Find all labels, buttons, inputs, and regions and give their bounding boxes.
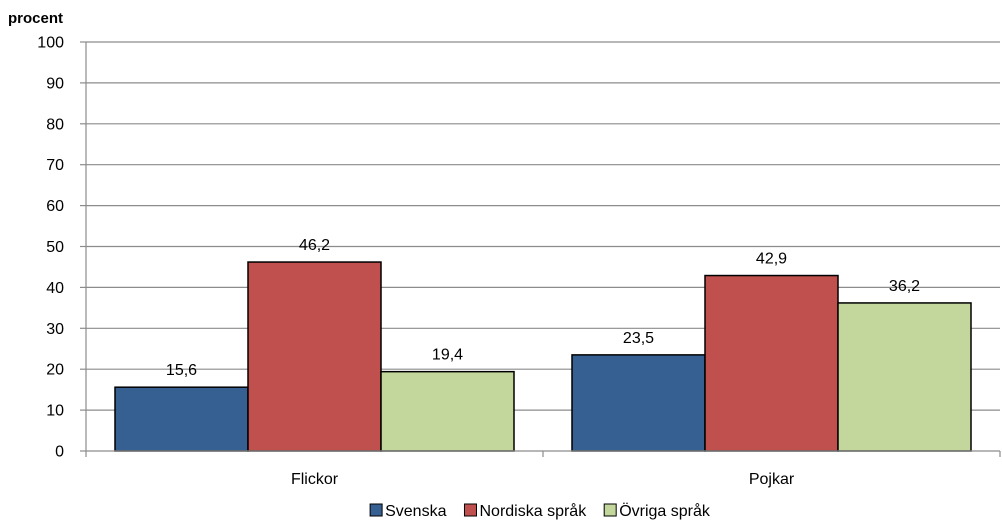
y-tick-label: 20 bbox=[46, 362, 64, 379]
y-tick-label: 90 bbox=[46, 75, 64, 92]
y-axis-label: procent bbox=[8, 10, 63, 27]
bar bbox=[571, 354, 706, 452]
data-label: 15,6 bbox=[166, 362, 197, 379]
bar bbox=[837, 302, 972, 452]
legend-label: Övriga språk bbox=[619, 502, 711, 520]
y-axis-ticks: 0 10 20 30 40 50 60 70 80 90 100 bbox=[37, 35, 86, 461]
bar bbox=[704, 274, 839, 452]
y-tick-label: 100 bbox=[37, 35, 64, 52]
data-label: 36,2 bbox=[889, 278, 920, 295]
y-tick-label: 80 bbox=[46, 116, 64, 133]
legend-label: Nordiska språk bbox=[479, 502, 587, 520]
bars bbox=[114, 261, 972, 452]
legend-swatch bbox=[369, 503, 383, 517]
y-tick-label: 0 bbox=[55, 444, 64, 461]
axes bbox=[85, 42, 1001, 457]
data-label: 19,4 bbox=[432, 347, 463, 364]
data-labels: 15,6 46,2 19,4 23,5 42,9 36,2 bbox=[166, 237, 920, 379]
y-tick-label: 50 bbox=[46, 239, 64, 256]
category-label: Flickor bbox=[291, 471, 339, 488]
bar bbox=[380, 370, 515, 452]
y-tick-label: 30 bbox=[46, 321, 64, 338]
gridlines bbox=[86, 41, 1000, 411]
bar bbox=[114, 386, 249, 452]
legend: Svenska Nordiska språk Övriga språk bbox=[369, 502, 711, 520]
data-label: 46,2 bbox=[299, 237, 330, 254]
y-tick-label: 10 bbox=[46, 403, 64, 420]
data-label: 23,5 bbox=[623, 330, 654, 347]
legend-swatch bbox=[603, 503, 617, 517]
legend-label: Svenska bbox=[385, 503, 446, 520]
y-tick-label: 40 bbox=[46, 280, 64, 297]
bar bbox=[247, 261, 382, 452]
y-tick-label: 60 bbox=[46, 198, 64, 215]
legend-swatch bbox=[463, 503, 477, 517]
data-label: 42,9 bbox=[756, 251, 787, 268]
y-tick-label: 70 bbox=[46, 157, 64, 174]
category-label: Pojkar bbox=[749, 471, 795, 488]
category-labels: Flickor Pojkar bbox=[291, 471, 795, 488]
